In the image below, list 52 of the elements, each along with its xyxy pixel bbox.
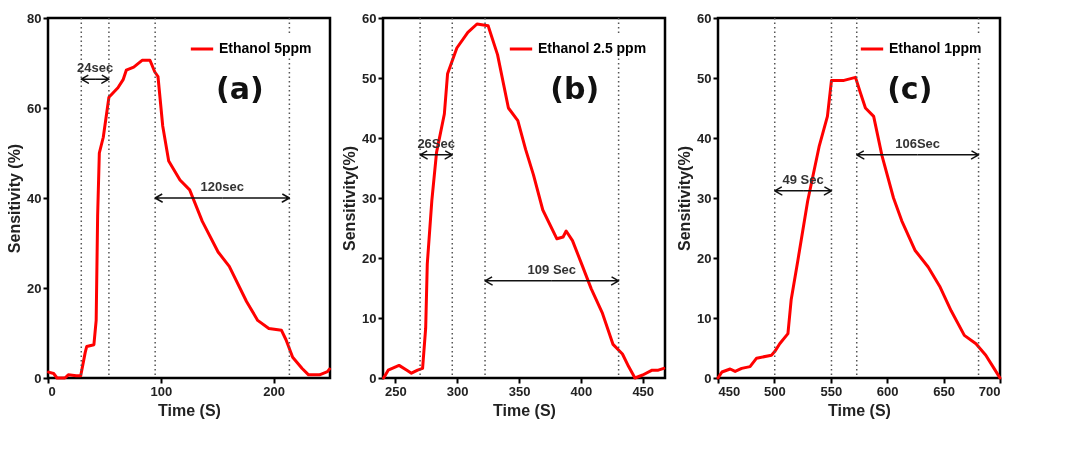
y-tick-label: 30 xyxy=(362,190,377,206)
x-tick-label: 600 xyxy=(876,383,899,399)
y-tick-label: 10 xyxy=(362,310,377,326)
x-tick-label: 450 xyxy=(718,383,741,399)
y-tick-label: 50 xyxy=(697,70,712,86)
x-tick-label: 200 xyxy=(263,383,285,399)
y-tick-label: 60 xyxy=(362,10,377,26)
x-tick-label: 400 xyxy=(570,383,593,399)
x-tick-label: 550 xyxy=(820,383,843,399)
legend-label: Ethanol 2.5 ppm xyxy=(538,40,647,56)
line-series xyxy=(47,58,331,380)
y-tick-label: 40 xyxy=(362,130,377,146)
x-tick-label: 700 xyxy=(978,383,1001,399)
x-tick-label: 650 xyxy=(933,383,955,399)
line-series xyxy=(382,22,666,380)
y-tick-label: 20 xyxy=(27,280,42,296)
line-series xyxy=(716,75,1002,380)
y-tick-label: 40 xyxy=(27,190,42,206)
annotation: 120sec xyxy=(200,179,244,194)
y-tick-label: 0 xyxy=(34,370,42,386)
y-axis-title: Sensitivity(%) xyxy=(341,146,359,251)
y-tick-label: 20 xyxy=(362,250,377,266)
x-tick-label: 350 xyxy=(508,383,531,399)
x-tick-label: 250 xyxy=(385,383,407,399)
annotation: (c) xyxy=(887,71,933,106)
annotation: 106Sec xyxy=(895,135,941,151)
y-tick-label: 20 xyxy=(697,250,712,266)
y-tick-label: 80 xyxy=(27,10,42,26)
y-axis-title: Sensitivity(%) xyxy=(676,146,694,251)
legend-label: Ethanol 5ppm xyxy=(219,40,312,56)
y-tick-label: 60 xyxy=(27,100,42,116)
x-axis-title: Time (S) xyxy=(828,401,891,419)
x-tick-label: 500 xyxy=(764,383,786,399)
y-tick-label: 40 xyxy=(697,130,712,146)
legend-label: Ethanol 1ppm xyxy=(889,40,982,56)
annotation: (b) xyxy=(550,71,600,106)
annotation: 109 Sec xyxy=(527,261,577,277)
annotation: 24sec xyxy=(77,60,114,76)
y-tick-label: 60 xyxy=(697,10,712,26)
y-tick-label: 0 xyxy=(704,370,712,386)
x-axis-title: Time (S) xyxy=(493,401,556,419)
x-tick-label: 100 xyxy=(150,383,173,399)
y-tick-label: 0 xyxy=(369,370,377,386)
x-axis-title: Time (S) xyxy=(158,401,221,419)
y-tick-label: 10 xyxy=(697,310,712,326)
y-axis-title: Sensitivity (%) xyxy=(6,143,24,254)
x-tick-label: 0 xyxy=(48,383,56,399)
annotation: (a) xyxy=(215,71,264,106)
y-tick-label: 30 xyxy=(697,190,712,206)
y-tick-label: 50 xyxy=(362,70,377,86)
x-tick-label: 450 xyxy=(632,383,655,399)
x-tick-label: 300 xyxy=(446,383,469,399)
